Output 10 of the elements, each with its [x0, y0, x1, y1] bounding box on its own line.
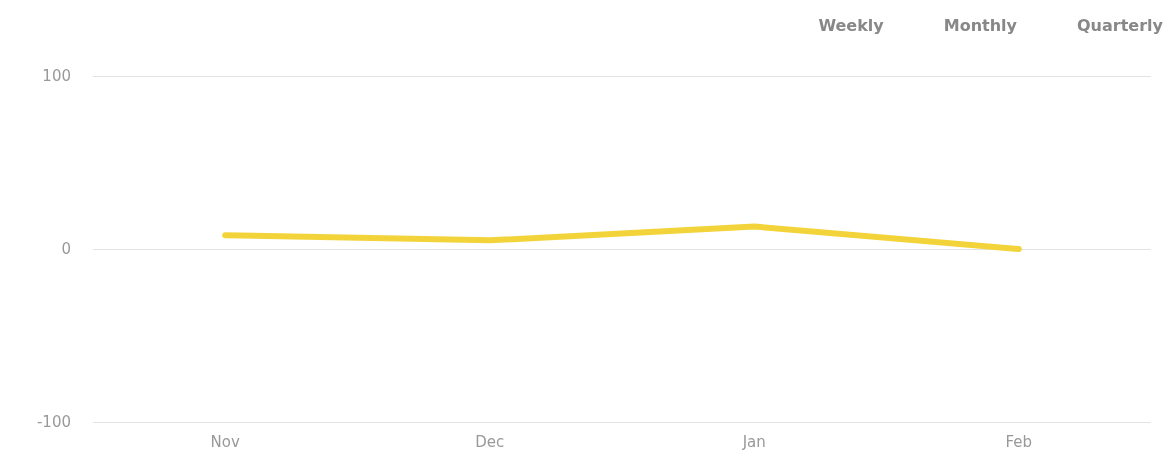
y-tick-label: 100	[42, 67, 71, 85]
y-tick-label: -100	[36, 413, 71, 431]
x-tick-label: Nov	[210, 432, 241, 451]
text: Weekly	[818, 16, 884, 35]
x-tick-label: Feb	[1005, 432, 1033, 451]
text: Quarterly	[1077, 16, 1163, 35]
x-tick-label: Dec	[475, 432, 505, 451]
x-tick-label: Jan	[741, 432, 766, 451]
text: Monthly	[943, 16, 1018, 35]
y-tick-label: 0	[61, 240, 71, 258]
